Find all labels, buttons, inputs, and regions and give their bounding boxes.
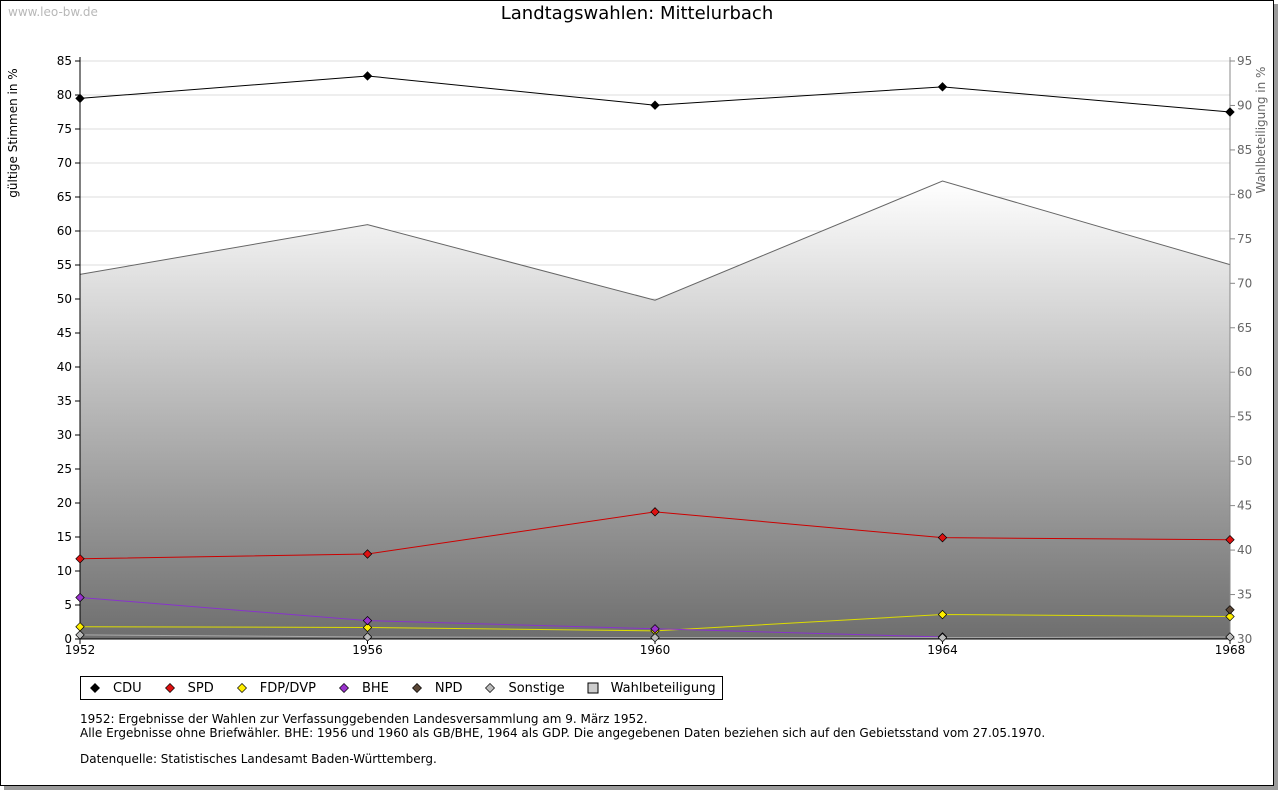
area-outline-wahlbeteiligung: [79, 180, 1231, 301]
y2-tick-label: 55: [1237, 410, 1252, 424]
y2-tick-label: 30: [1237, 632, 1252, 646]
y-tick-label: 75: [57, 122, 72, 136]
y2-tick-label: 50: [1237, 454, 1252, 468]
point-fdp-dvp: [1225, 611, 1235, 622]
point-sonstige: [362, 632, 373, 642]
legend-item-sonstige: Sonstige: [480, 680, 565, 696]
legend-item-cdu: CDU: [85, 681, 142, 696]
x-tick-label: 1964: [927, 643, 958, 657]
legend-marker: [90, 683, 100, 693]
legend-item-npd: NPD: [407, 680, 463, 696]
x-tick-label: 1952: [65, 643, 96, 657]
y2-tick-label: 90: [1237, 98, 1252, 112]
legend-item-bhe: BHE: [334, 681, 389, 696]
y2-tick-label: 95: [1237, 54, 1252, 68]
y2-tick-label: 85: [1237, 143, 1252, 157]
legend-label: CDU: [113, 680, 142, 696]
point-spd: [937, 532, 948, 543]
point-cdu: [937, 82, 948, 92]
y-axis-title: gültige Stimmen in %: [6, 68, 20, 197]
y2-tick-label: 40: [1237, 543, 1252, 557]
point-fdp-dvp: [362, 622, 373, 633]
legend-marker: [338, 683, 349, 693]
y-tick-label: 10: [57, 564, 72, 578]
legend-label: BHE: [361, 680, 389, 696]
legend-label: SPD: [187, 680, 214, 696]
y2-tick-label: 70: [1237, 276, 1252, 290]
legend-marker: [236, 683, 247, 693]
point-cdu: [1225, 107, 1235, 117]
y-tick-label: 80: [57, 88, 72, 102]
legend-marker: [164, 683, 175, 693]
x-tick-label: 1956: [352, 643, 383, 657]
y2-tick-label: 45: [1237, 499, 1252, 513]
data-source: Datenquelle: Statistisches Landesamt Bad…: [80, 752, 437, 766]
legend-label: NPD: [434, 680, 463, 696]
y-tick-label: 0: [64, 632, 72, 646]
y2-tick-label: 75: [1237, 232, 1252, 246]
y2-tick-label: 80: [1237, 187, 1252, 201]
y-tick-label: 50: [57, 292, 72, 306]
y-tick-label: 55: [57, 258, 72, 272]
point-sonstige: [937, 632, 948, 643]
y-tick-label: 35: [57, 394, 72, 408]
y2-tick-label: 60: [1237, 365, 1252, 379]
y2-axis-title: Wahlbeteiligung in %: [1254, 67, 1268, 194]
y2-tick-label: 65: [1237, 321, 1252, 335]
legend-label: FDP/DVP: [259, 680, 316, 696]
y-tick-label: 70: [57, 156, 72, 170]
point-fdp-dvp: [937, 609, 948, 620]
area-wahlbeteiligung: [80, 181, 1230, 640]
point-spd: [650, 507, 660, 517]
y-tick-label: 25: [57, 462, 72, 476]
legend-marker: [587, 682, 599, 694]
line-bhe: [79, 597, 943, 638]
point-cdu: [75, 93, 85, 104]
legend-item-wahlbeteiligung: Wahlbeteiligung: [583, 681, 716, 696]
y2-tick-label: 35: [1237, 588, 1252, 602]
turnout-area: [79, 180, 1231, 640]
point-sonstige: [650, 632, 660, 643]
y-tick-label: 20: [57, 496, 72, 510]
y-tick-label: 65: [57, 190, 72, 204]
legend-item-spd: SPD: [160, 681, 214, 696]
footnote-1: 1952: Ergebnisse der Wahlen zur Verfassu…: [80, 712, 648, 726]
y-tick-label: 15: [57, 530, 72, 544]
point-spd: [362, 549, 373, 559]
legend-marker: [411, 683, 422, 693]
footnote-2: Alle Ergebnisse ohne Briefwähler. BHE: 1…: [80, 726, 1046, 740]
axis-labels: 0 5 10 15 20 25 30 35 40 45 50 55 60 65 70 75 80 85 30 35 40…: [6, 54, 1268, 657]
point-spd: [75, 554, 85, 564]
y-tick-label: 45: [57, 326, 72, 340]
x-tick-label: 1960: [640, 643, 671, 657]
watermark: www.leo-bw.de: [8, 5, 98, 19]
legend: CDU SPD FDP/DVP BHE NPD Sonstige Wahlbeteiligu…: [80, 676, 723, 700]
point-cdu: [650, 100, 660, 110]
y-tick-label: 60: [57, 224, 72, 238]
legend-label: Sonstige: [508, 680, 565, 696]
legend-marker: [485, 683, 496, 693]
legend-item-fdp-dvp: FDP/DVP: [232, 681, 316, 696]
footnotes: 1952: Ergebnisse der Wahlen zur Verfassu…: [80, 712, 1045, 740]
series-lines: [75, 71, 1235, 643]
y-tick-label: 85: [57, 54, 72, 68]
x-tick-label: 1968: [1215, 643, 1246, 657]
point-bhe: [362, 615, 373, 626]
point-cdu: [362, 71, 373, 81]
point-sonstige: [1225, 632, 1235, 642]
point-spd: [1225, 535, 1235, 545]
legend-label: Wahlbeteiligung: [610, 680, 716, 696]
y-tick-label: 40: [57, 360, 72, 374]
chart-title: Landtagswahlen: Mittelurbach: [500, 3, 774, 24]
y-tick-label: 30: [57, 428, 72, 442]
point-bhe: [75, 592, 85, 603]
point-npd: [1225, 605, 1235, 615]
y-tick-label: 5: [64, 598, 72, 612]
point-sonstige: [75, 630, 85, 640]
